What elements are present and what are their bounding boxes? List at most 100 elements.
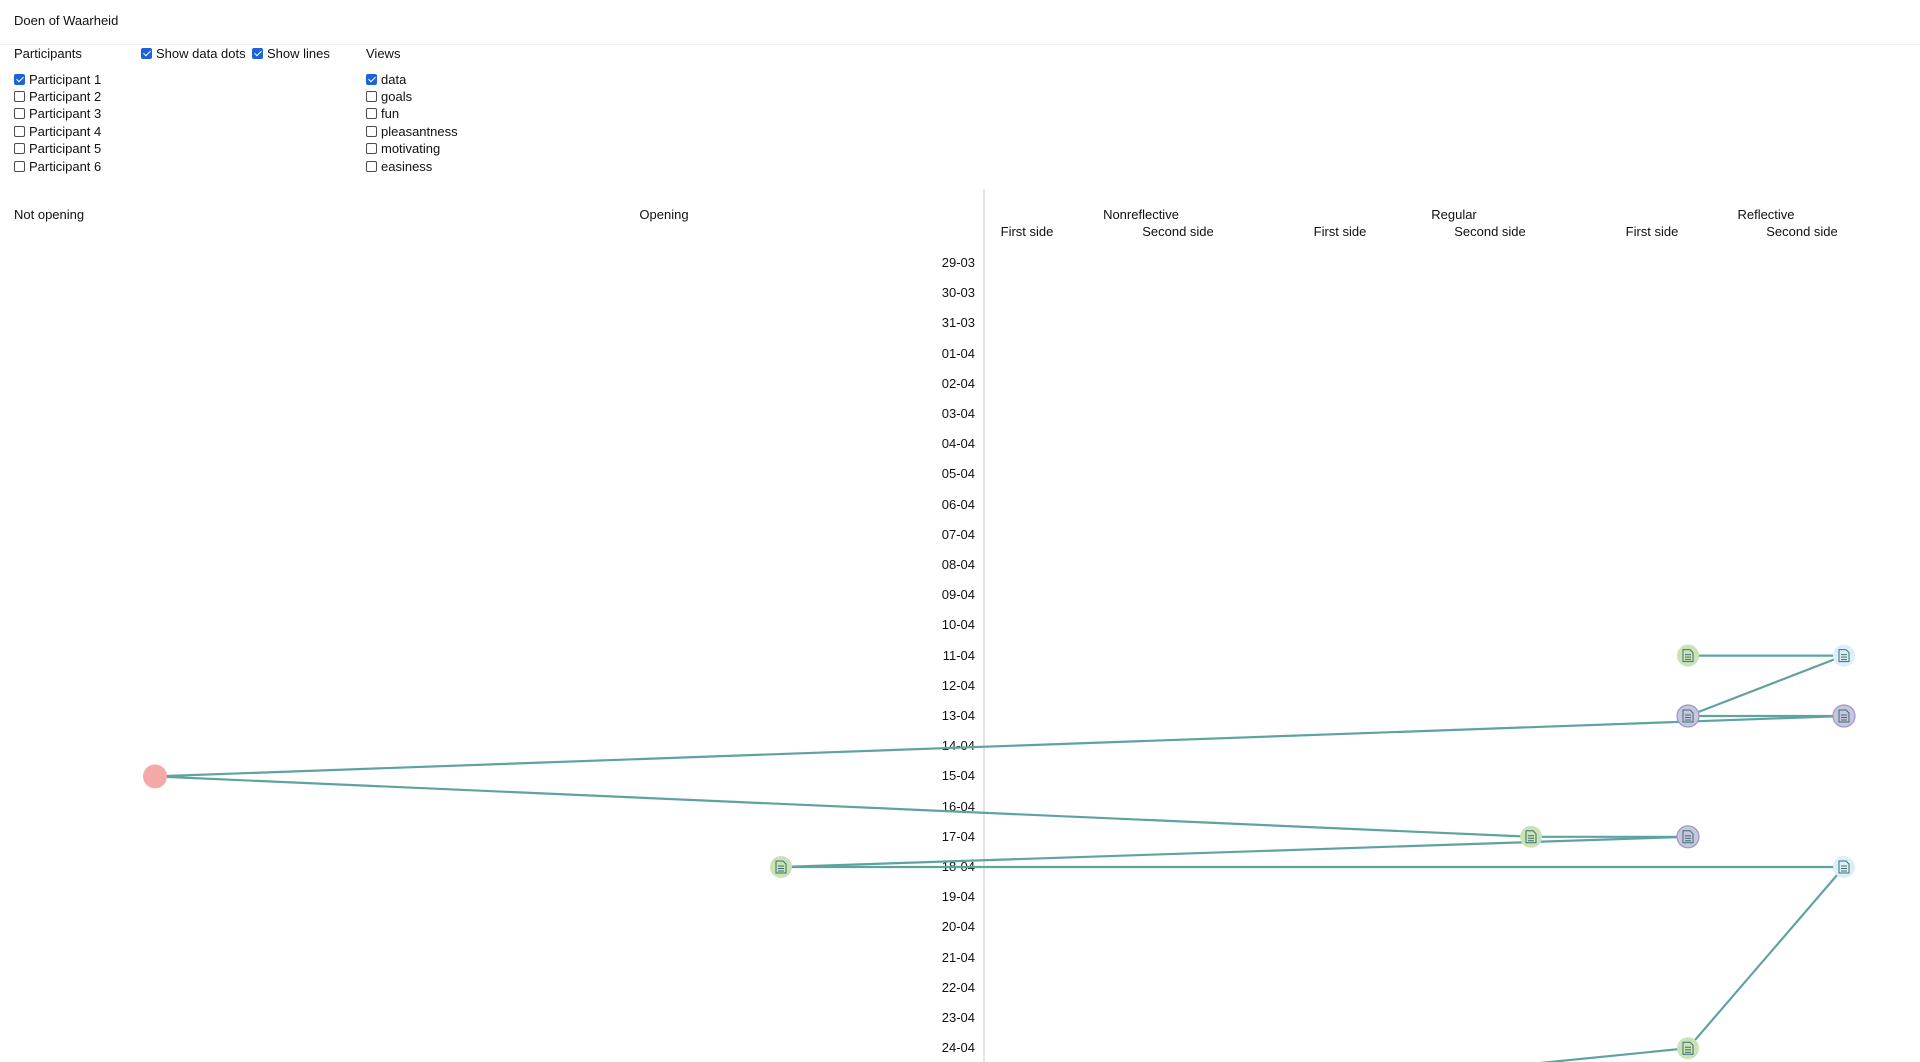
regular-second-side-header: Second side <box>1454 224 1526 239</box>
date-label: 14-04 <box>941 738 975 754</box>
view-option[interactable]: data <box>366 71 406 88</box>
participant-option[interactable]: Participant 5 <box>14 140 101 157</box>
participant-label: Participant 3 <box>29 106 102 121</box>
document-icon <box>775 860 787 874</box>
participant-option[interactable]: Participant 6 <box>14 158 101 175</box>
data-dot-document[interactable] <box>1676 825 1700 849</box>
show-lines-checkbox[interactable] <box>252 48 263 59</box>
participant-option[interactable]: Participant 3 <box>14 105 101 122</box>
view-option[interactable]: pleasantness <box>366 123 458 140</box>
date-label: 12-04 <box>941 677 975 693</box>
date-label: 19-04 <box>941 889 975 905</box>
nonreflective-header: Nonreflective <box>1103 207 1179 222</box>
participant-checkbox[interactable] <box>14 91 25 102</box>
data-dot-document[interactable] <box>1677 1037 1699 1060</box>
regular-first-side-header: First side <box>1313 224 1367 239</box>
participant-label: Participant 1 <box>29 72 102 87</box>
data-dot-document[interactable] <box>1676 704 1700 728</box>
date-label: 08-04 <box>941 557 975 572</box>
participant-checkbox[interactable] <box>14 143 25 154</box>
data-dot-document[interactable] <box>770 856 792 878</box>
view-checkbox[interactable] <box>366 126 377 137</box>
opening-header: Opening <box>639 207 689 222</box>
date-label: 10-04 <box>941 617 975 633</box>
date-label: 17-04 <box>941 828 975 844</box>
participant-checkbox[interactable] <box>14 74 25 85</box>
data-dot-document[interactable] <box>1833 644 1855 667</box>
date-label: 16-04 <box>941 798 975 814</box>
show-lines-label: Show lines <box>267 46 330 61</box>
view-checkbox[interactable] <box>366 108 377 119</box>
data-dot[interactable] <box>143 764 167 789</box>
date-label: 23-04 <box>941 1010 975 1025</box>
document-icon <box>1682 1041 1694 1055</box>
participant-option[interactable]: Participant 1 <box>14 71 101 88</box>
document-icon <box>1682 830 1694 844</box>
not-opening-header: Not opening <box>14 207 85 222</box>
document-icon <box>1525 830 1537 844</box>
participants-label: Participants <box>14 46 82 61</box>
nonreflective-first-side-header: First side <box>1000 224 1054 239</box>
date-label: 02-04 <box>941 375 975 391</box>
view-label: easiness <box>381 159 433 174</box>
reflective-second-side-header: Second side <box>1766 224 1838 239</box>
participant-label: Participant 5 <box>29 141 102 156</box>
participant-checkbox[interactable] <box>14 108 25 119</box>
date-label: 30-03 <box>941 285 975 301</box>
date-label: 04-04 <box>941 436 975 452</box>
opening-divider <box>983 190 985 1062</box>
view-label: data <box>381 72 407 87</box>
view-checkbox[interactable] <box>366 161 377 172</box>
view-label: fun <box>381 106 400 121</box>
date-label: 22-04 <box>941 979 975 995</box>
title-separator <box>0 44 1920 45</box>
date-label: 07-04 <box>941 526 975 542</box>
date-label: 09-04 <box>941 587 975 603</box>
show-data-dots-checkbox[interactable] <box>141 48 152 59</box>
view-checkbox[interactable] <box>366 74 377 85</box>
date-label: 13-04 <box>941 708 975 723</box>
connecting-line <box>1687 866 1845 1049</box>
date-label: 20-04 <box>941 919 975 935</box>
participant-label: Participant 2 <box>29 89 102 104</box>
data-dot-document[interactable] <box>1832 704 1856 728</box>
data-dot-document[interactable] <box>1833 856 1855 878</box>
participant-label: Participant 4 <box>29 124 102 139</box>
date-label: 03-04 <box>941 406 975 421</box>
date-label: 21-04 <box>941 949 975 965</box>
data-dot-document[interactable] <box>1520 825 1542 848</box>
data-dot-document[interactable] <box>1677 644 1699 667</box>
view-option[interactable]: fun <box>366 105 399 122</box>
date-label: 01-04 <box>941 345 975 361</box>
connecting-line <box>154 714 1845 778</box>
regular-header: Regular <box>1431 207 1477 222</box>
view-checkbox[interactable] <box>366 91 377 102</box>
date-label: 24-04 <box>941 1040 975 1056</box>
view-checkbox[interactable] <box>366 143 377 154</box>
view-label: goals <box>381 89 413 104</box>
connecting-line <box>1538 1047 1689 1062</box>
document-icon <box>1838 649 1850 663</box>
view-option[interactable]: easiness <box>366 158 432 175</box>
connecting-line <box>1687 654 1845 718</box>
view-option[interactable]: goals <box>366 88 412 105</box>
connecting-line <box>154 775 1532 838</box>
show-data-dots-toggle[interactable]: Show data dots <box>141 45 246 62</box>
participant-checkbox[interactable] <box>14 126 25 137</box>
reflective-header: Reflective <box>1737 207 1795 222</box>
show-lines-toggle[interactable]: Show lines <box>252 45 330 62</box>
participant-option[interactable]: Participant 4 <box>14 123 101 140</box>
participant-option[interactable]: Participant 2 <box>14 88 101 105</box>
document-icon <box>1838 860 1850 874</box>
nonreflective-second-side-header: Second side <box>1142 224 1214 239</box>
document-icon <box>1682 649 1694 663</box>
view-option[interactable]: motivating <box>366 140 440 157</box>
date-label: 29-03 <box>941 255 975 270</box>
show-data-dots-label: Show data dots <box>156 46 246 61</box>
participant-label: Participant 6 <box>29 159 102 174</box>
date-label: 05-04 <box>941 466 975 482</box>
views-label: Views <box>366 46 401 61</box>
document-icon <box>1838 709 1850 723</box>
participant-checkbox[interactable] <box>14 161 25 172</box>
